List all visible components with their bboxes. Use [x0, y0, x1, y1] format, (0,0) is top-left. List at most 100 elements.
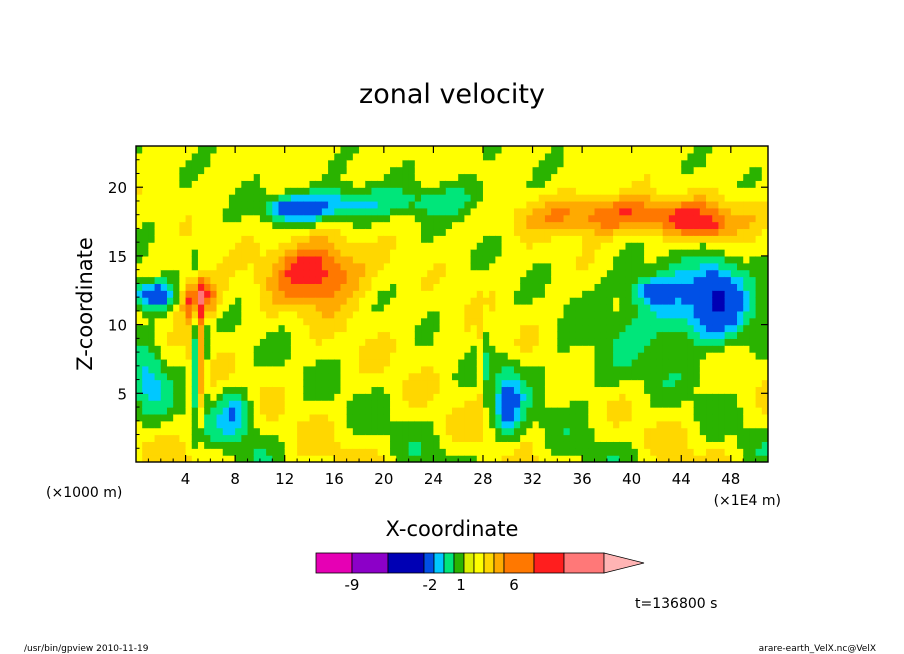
field-cell: [513, 358, 521, 367]
field-cell: [662, 214, 670, 223]
field-cell: [148, 310, 156, 319]
field-cell: [445, 345, 453, 353]
field-cell: [662, 304, 670, 312]
field-cell: [681, 283, 689, 291]
field-cell: [637, 269, 645, 278]
field-cell: [421, 379, 428, 388]
field-cell: [644, 159, 651, 168]
field-cell: [712, 331, 720, 339]
field-cell: [557, 200, 565, 209]
field-cell: [718, 255, 726, 264]
field-cell: [315, 290, 323, 298]
field-cell: [693, 255, 701, 264]
field-cell: [631, 393, 639, 401]
field-cell: [687, 413, 695, 422]
field-cell: [315, 400, 323, 408]
field-cell: [148, 393, 156, 401]
field-cell: [154, 379, 162, 388]
field-cell: [216, 407, 224, 415]
field-cell: [185, 276, 193, 284]
field-cell: [755, 159, 763, 168]
field-cell: [340, 276, 348, 284]
field-cell: [253, 276, 261, 284]
field-cell: [377, 372, 385, 381]
field-cell: [656, 386, 664, 394]
field-cell: [452, 283, 459, 291]
field-cell: [526, 242, 534, 250]
field-cell: [352, 214, 360, 223]
field-cell: [253, 255, 261, 264]
field-cell: [290, 187, 298, 195]
field-cell: [476, 379, 484, 388]
field-cell: [606, 269, 614, 278]
field-cell: [377, 427, 385, 436]
field-cell: [724, 455, 732, 462]
field-cell: [439, 331, 447, 339]
field-cell: [606, 290, 614, 298]
field-cell: [637, 297, 645, 305]
field-cell: [755, 310, 763, 319]
field-cell: [383, 194, 391, 202]
field-cell: [166, 159, 174, 168]
field-cell: [303, 180, 311, 188]
field-cell: [569, 407, 577, 415]
field-cell: [216, 365, 224, 374]
field-cell: [681, 352, 689, 360]
field-cell: [210, 358, 218, 367]
field-cell: [235, 393, 242, 401]
colorbar-extend-arrow: [603, 552, 645, 574]
field-cell: [631, 194, 639, 202]
field-cell: [166, 255, 174, 264]
field-cell: [544, 276, 552, 284]
field-cell: [743, 283, 751, 291]
field-cell: [656, 331, 664, 339]
field-cell: [600, 317, 608, 326]
field-cell: [179, 228, 187, 236]
field-cell: [569, 249, 577, 257]
field-cell: [520, 249, 527, 257]
field-cell: [538, 242, 546, 250]
field-cell: [755, 235, 763, 243]
field-cell: [544, 262, 552, 271]
field-cell: [482, 358, 490, 367]
field-cell: [526, 413, 534, 422]
field-cell: [204, 448, 211, 456]
field-cell: [656, 310, 664, 319]
field-cell: [644, 194, 651, 202]
field-cell: [569, 372, 577, 381]
field-cell: [699, 276, 707, 284]
field-cell: [644, 434, 651, 442]
field-cell: [538, 400, 546, 408]
field-cell: [489, 146, 496, 154]
field-cell: [656, 345, 664, 353]
field-cell: [377, 297, 385, 305]
field-cell: [749, 407, 757, 415]
field-cell: [637, 180, 645, 188]
field-cell: [340, 173, 348, 181]
field-cell: [464, 194, 472, 202]
field-cell: [495, 297, 503, 305]
field-cell: [321, 386, 329, 394]
field-cell: [743, 297, 751, 305]
field-cell: [309, 379, 317, 388]
field-cell: [526, 345, 534, 353]
field-cell: [396, 413, 404, 422]
field-cell: [644, 269, 651, 278]
field-cell: [675, 345, 682, 353]
field-cell: [458, 304, 465, 312]
field-cell: [377, 249, 385, 257]
field-cell: [253, 331, 261, 339]
field-cell: [507, 200, 515, 209]
field-cell: [668, 310, 676, 319]
field-cell: [681, 324, 689, 333]
field-cell: [544, 235, 552, 243]
field-cell: [142, 393, 149, 401]
field-cell: [532, 255, 540, 264]
field-cell: [136, 407, 143, 415]
field-cell: [284, 262, 292, 271]
field-cell: [303, 214, 311, 223]
field-cell: [197, 235, 205, 243]
field-cell: [278, 372, 286, 381]
field-cell: [569, 194, 577, 202]
field-cell: [544, 331, 552, 339]
